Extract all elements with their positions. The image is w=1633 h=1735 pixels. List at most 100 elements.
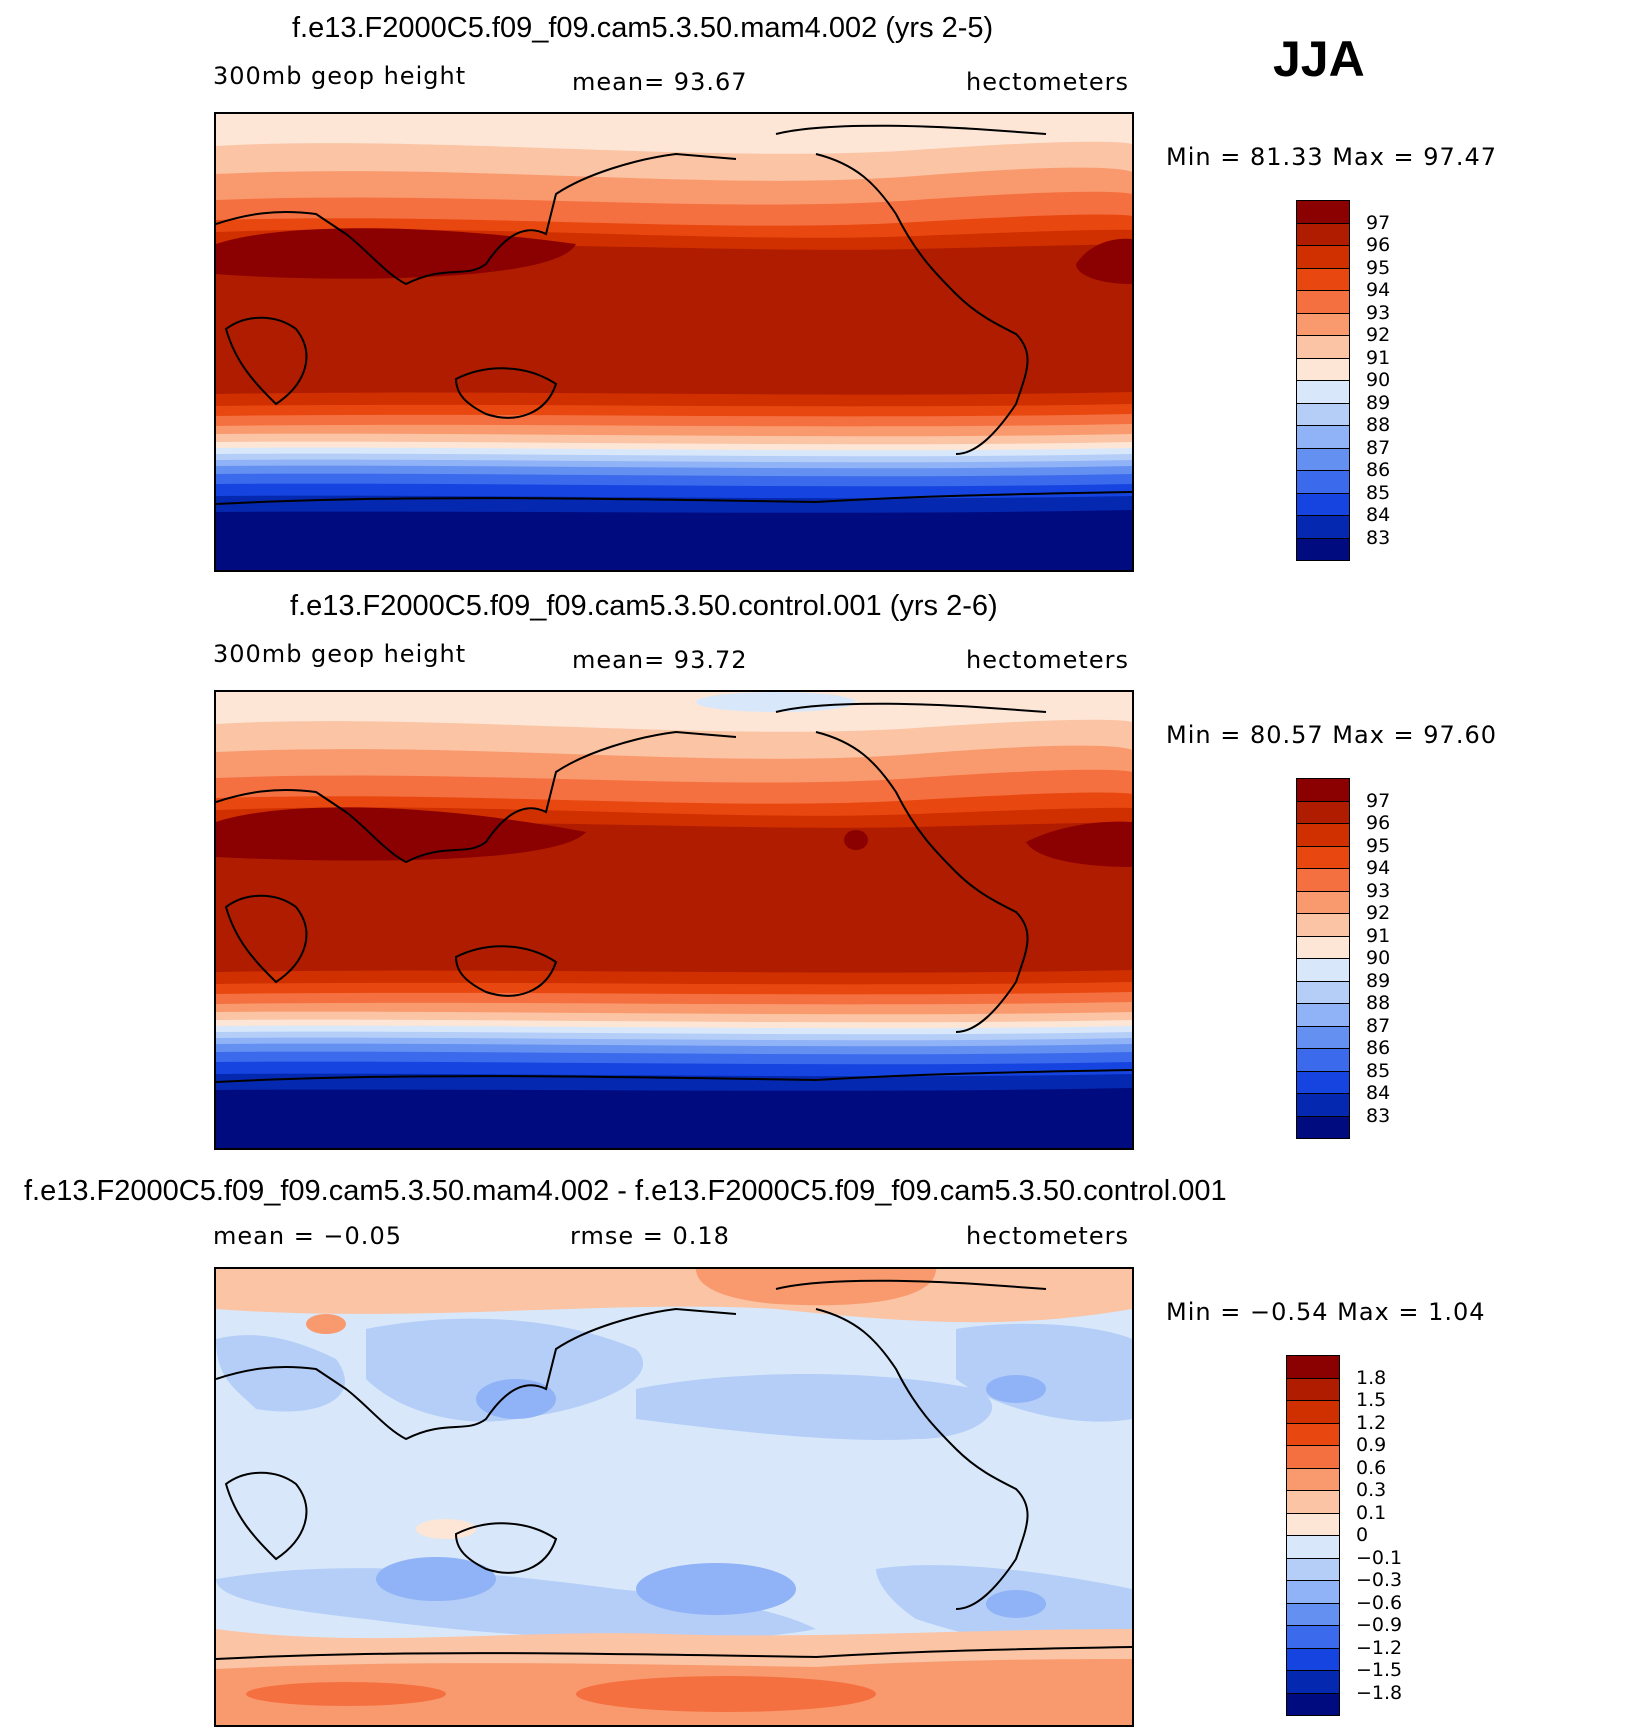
colorbar-swatch: [1296, 200, 1350, 224]
colorbar-swatch: [1286, 1512, 1340, 1536]
colorbar-swatch: [1296, 335, 1350, 359]
colorbar-label: 93: [1366, 301, 1391, 324]
colorbar-label: 96: [1366, 234, 1391, 256]
colorbar-label: 87: [1366, 436, 1391, 459]
panel2-map: [214, 690, 1134, 1150]
panel1-map: [214, 112, 1134, 572]
colorbar-swatch: [1286, 1692, 1340, 1716]
colorbar-label: 94: [1366, 279, 1391, 301]
colorbar-label: −0.1: [1356, 1546, 1403, 1569]
colorbar-label: 86: [1366, 1037, 1391, 1059]
panel3-mean: mean = −0.05: [213, 1222, 402, 1250]
colorbar-swatch: [1296, 470, 1350, 494]
colorbar-label: 88: [1366, 414, 1391, 436]
colorbar-swatch: [1296, 515, 1350, 539]
colorbar-swatch: [1296, 958, 1350, 982]
colorbar-swatch: [1296, 1003, 1350, 1027]
colorbar-label: 95: [1366, 256, 1391, 279]
colorbar-swatch: [1286, 1490, 1340, 1514]
colorbar-label: 92: [1366, 324, 1391, 346]
panel2-units: hectometers: [966, 646, 1129, 674]
colorbar-label: 84: [1366, 504, 1391, 526]
colorbar-label: 90: [1366, 369, 1391, 391]
colorbar-swatch: [1296, 402, 1350, 426]
panel3-rmse: rmse = 0.18: [570, 1222, 730, 1250]
colorbar-swatch: [1286, 1355, 1340, 1379]
colorbar-label: 86: [1366, 459, 1391, 481]
colorbar-label: −0.9: [1356, 1614, 1403, 1636]
colorbar-swatch: [1296, 800, 1350, 824]
colorbar-swatch: [1296, 267, 1350, 291]
colorbar-label: 0.3: [1356, 1479, 1387, 1501]
coastline-outlines: [216, 124, 1132, 505]
panel3-map: [214, 1267, 1134, 1727]
colorbar-swatch: [1296, 447, 1350, 471]
colorbar-label: 0.1: [1356, 1501, 1387, 1524]
colorbar-swatch: [1296, 1115, 1350, 1139]
colorbar-swatch: [1296, 980, 1350, 1004]
panel3-title: f.e13.F2000C5.f09_f09.cam5.3.50.mam4.002…: [24, 1175, 1227, 1207]
colorbar-swatch: [1286, 1670, 1340, 1694]
panel3-units: hectometers: [966, 1222, 1129, 1250]
colorbar-swatch: [1296, 845, 1350, 869]
colorbar-swatch: [1286, 1557, 1340, 1581]
colorbar-swatch: [1286, 1400, 1340, 1424]
colorbar-swatch: [1286, 1467, 1340, 1491]
colorbar-swatch: [1296, 357, 1350, 381]
colorbar-label: 87: [1366, 1014, 1391, 1037]
colorbar-swatch: [1296, 245, 1350, 269]
colorbar-label: 0: [1356, 1524, 1369, 1546]
colorbar-swatch: [1286, 1422, 1340, 1446]
panel3-minmax: Min = −0.54 Max = 1.04: [1166, 1298, 1486, 1326]
colorbar-swatch: [1296, 537, 1350, 561]
colorbar-label: −1.8: [1356, 1681, 1403, 1704]
colorbar-swatch: [1286, 1535, 1340, 1559]
panel2-contour-field: [216, 692, 1132, 1148]
panel1-units: hectometers: [966, 68, 1129, 96]
colorbar-swatch: [1296, 890, 1350, 914]
colorbar-swatch: [1296, 492, 1350, 516]
colorbar-label: 95: [1366, 834, 1391, 857]
colorbar-label: 96: [1366, 812, 1391, 834]
colorbar-label: 83: [1366, 1104, 1391, 1127]
coastline-outlines: [216, 1279, 1132, 1660]
colorbar-label: 89: [1366, 391, 1391, 414]
season-label: JJA: [1273, 31, 1365, 87]
colorbar-label: 97: [1366, 789, 1391, 812]
colorbar-swatch: [1296, 290, 1350, 314]
colorbar-swatch: [1286, 1580, 1340, 1604]
panel1-variable: 300mb geop height: [213, 62, 467, 90]
colorbar-swatch: [1286, 1377, 1340, 1401]
colorbar-label: 93: [1366, 879, 1391, 902]
colorbar-label: 0.9: [1356, 1434, 1387, 1456]
panel1-mean: mean= 93.67: [572, 68, 748, 96]
colorbar-swatch: [1296, 425, 1350, 449]
colorbar-swatch: [1296, 778, 1350, 802]
panel2-minmax: Min = 80.57 Max = 97.60: [1166, 721, 1497, 749]
colorbar-label: 89: [1366, 969, 1391, 992]
colorbar-label: 88: [1366, 992, 1391, 1014]
colorbar-swatch: [1296, 823, 1350, 847]
colorbar-label: 83: [1366, 526, 1391, 549]
panel1-minmax: Min = 81.33 Max = 97.47: [1166, 143, 1497, 171]
colorbar-swatch: [1296, 1025, 1350, 1049]
colorbar-label: 0.6: [1356, 1456, 1387, 1479]
colorbar-swatch: [1296, 1048, 1350, 1072]
panel3-contour-field: [216, 1269, 1132, 1725]
colorbar-swatch: [1286, 1625, 1340, 1649]
colorbar-label: 1.2: [1356, 1411, 1387, 1434]
colorbar-label: −1.5: [1356, 1659, 1403, 1681]
colorbar-label: −0.3: [1356, 1569, 1403, 1591]
colorbar-swatch: [1296, 935, 1350, 959]
colorbar-label: 97: [1366, 211, 1391, 234]
colorbar-label: 85: [1366, 481, 1391, 504]
colorbar-label: 90: [1366, 947, 1391, 969]
colorbar-swatch: [1296, 380, 1350, 404]
colorbar-label: 94: [1366, 857, 1391, 879]
colorbar-swatch: [1296, 913, 1350, 937]
colorbar-swatch: [1296, 222, 1350, 246]
panel2-mean: mean= 93.72: [572, 646, 748, 674]
colorbar-swatch: [1296, 312, 1350, 336]
colorbar-swatch: [1286, 1647, 1340, 1671]
colorbar-swatch: [1296, 868, 1350, 892]
